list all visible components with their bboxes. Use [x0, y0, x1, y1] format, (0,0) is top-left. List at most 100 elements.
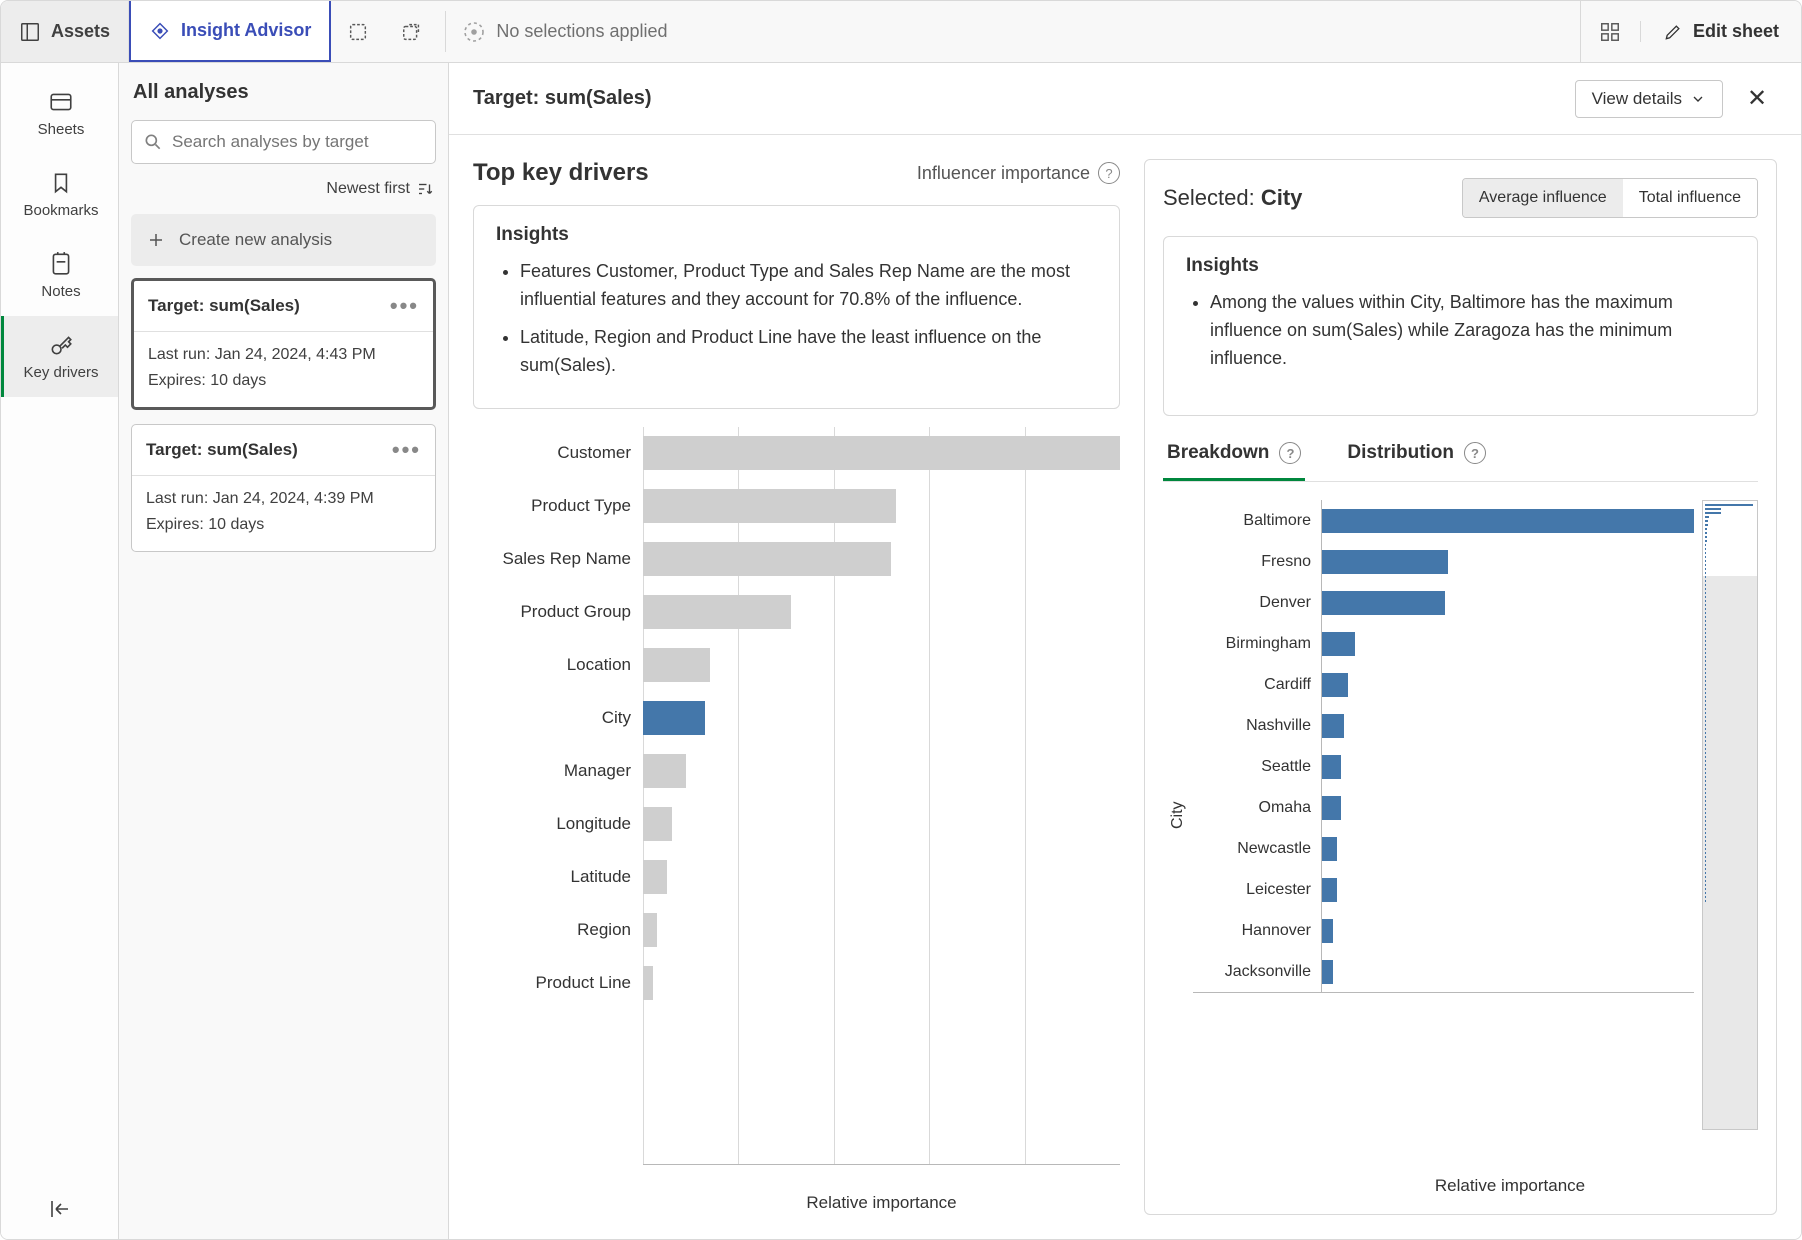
bar[interactable]	[643, 595, 791, 629]
bar-label: Baltimore	[1193, 512, 1321, 530]
bar-label: Leicester	[1193, 881, 1321, 899]
rail-keydrivers-label: Key drivers	[23, 364, 98, 381]
rail-notes[interactable]: Notes	[1, 235, 118, 316]
bar[interactable]	[643, 701, 705, 735]
tab-breakdown[interactable]: Breakdown ?	[1163, 434, 1305, 481]
rail-bookmarks[interactable]: Bookmarks	[1, 154, 118, 235]
bd-ylabel: City	[1163, 500, 1193, 1130]
card-title: Target: sum(Sales)	[148, 296, 300, 316]
key-drivers-chart[interactable]: Customer Product Type Sales Rep Name Produc…	[473, 427, 1120, 1215]
influence-toggle[interactable]: Average influence Total influence	[1462, 178, 1758, 218]
influencer-importance-label: Influencer importance ?	[917, 162, 1120, 184]
insight-item: Among the values within City, Baltimore …	[1210, 289, 1735, 373]
bar-label: Product Line	[473, 973, 643, 993]
sort-icon	[416, 180, 434, 198]
analysis-card[interactable]: Target: sum(Sales) ••• Last run: Jan 24, 2…	[131, 278, 436, 410]
bar-label: Longitude	[473, 814, 643, 834]
bar-label: Denver	[1193, 594, 1321, 612]
card-menu-icon[interactable]: •••	[392, 437, 421, 463]
bar[interactable]	[643, 754, 686, 788]
bar[interactable]	[643, 436, 1120, 470]
bar[interactable]	[1322, 714, 1344, 738]
panel-title: All analyses	[131, 77, 436, 108]
no-selections-label: No selections applied	[452, 1, 667, 62]
chevron-down-icon	[1690, 91, 1706, 107]
insights-title-left: Insights	[496, 224, 1097, 246]
help-icon[interactable]: ?	[1098, 162, 1120, 184]
bar-label: Customer	[473, 443, 643, 463]
bar[interactable]	[1322, 878, 1337, 902]
toggle-total[interactable]: Total influence	[1623, 179, 1757, 217]
bar[interactable]	[643, 489, 896, 523]
card-lastrun: Last run: Jan 24, 2024, 4:39 PM	[146, 486, 421, 512]
rail-bookmarks-label: Bookmarks	[23, 202, 98, 219]
bar[interactable]	[643, 913, 657, 947]
plus-icon	[147, 231, 165, 249]
bar[interactable]	[643, 648, 710, 682]
card-lastrun: Last run: Jan 24, 2024, 4:43 PM	[148, 342, 419, 368]
bar-label: Product Group	[473, 602, 643, 622]
tab-distribution[interactable]: Distribution ?	[1343, 434, 1490, 481]
bar-label: Location	[473, 655, 643, 675]
bar-label: Manager	[473, 761, 643, 781]
bar-label: Birmingham	[1193, 635, 1321, 653]
bar[interactable]	[1322, 509, 1694, 533]
sort-control[interactable]: Newest first	[131, 176, 436, 202]
insight-item: Features Customer, Product Type and Sale…	[520, 258, 1097, 314]
analyses-panel: All analyses Newest first Create new ana…	[119, 63, 449, 1239]
bar-label: Product Type	[473, 496, 643, 516]
insight-advisor-button[interactable]: Insight Advisor	[129, 1, 331, 62]
card-expires: Expires: 10 days	[146, 512, 421, 538]
bar-label: City	[473, 708, 643, 728]
view-details-button[interactable]: View details	[1575, 80, 1723, 118]
analysis-card[interactable]: Target: sum(Sales) ••• Last run: Jan 24, 2…	[131, 424, 436, 552]
search-input[interactable]	[131, 120, 436, 164]
bar[interactable]	[643, 860, 667, 894]
bar[interactable]	[1322, 755, 1341, 779]
rail-notes-label: Notes	[41, 283, 80, 300]
left-rail: Sheets Bookmarks Notes Key drivers	[1, 63, 119, 1239]
card-expires: Expires: 10 days	[148, 368, 419, 394]
assets-button[interactable]: Assets	[1, 1, 129, 62]
bar-label: Nashville	[1193, 717, 1321, 735]
bar[interactable]	[1322, 591, 1445, 615]
bar-label: Hannover	[1193, 922, 1321, 940]
bar[interactable]	[1322, 673, 1348, 697]
collapse-rail-icon[interactable]	[48, 1197, 72, 1221]
bar[interactable]	[1322, 919, 1333, 943]
help-icon[interactable]: ?	[1279, 442, 1301, 464]
bar[interactable]	[643, 966, 653, 1000]
assets-label: Assets	[51, 21, 110, 42]
bar-label: Sales Rep Name	[473, 549, 643, 569]
edit-sheet-button[interactable]: Edit sheet	[1640, 21, 1801, 42]
bar[interactable]	[1322, 960, 1333, 984]
rail-sheets[interactable]: Sheets	[1, 73, 118, 154]
bar-label: Newcastle	[1193, 840, 1321, 858]
selection-tool-1-icon[interactable]	[331, 1, 385, 62]
card-title: Target: sum(Sales)	[146, 440, 298, 460]
bar[interactable]	[1322, 550, 1448, 574]
rail-sheets-label: Sheets	[38, 121, 85, 138]
search-icon	[143, 132, 163, 152]
close-button[interactable]: ✕	[1737, 79, 1777, 119]
topbar: Assets Insight Advisor No selections app…	[1, 1, 1801, 63]
bar[interactable]	[1322, 837, 1337, 861]
bar[interactable]	[643, 542, 891, 576]
grid-icon[interactable]	[1580, 1, 1640, 62]
insight-item: Latitude, Region and Product Line have t…	[520, 324, 1097, 380]
minimap[interactable]	[1702, 500, 1758, 1130]
bar-label: Seattle	[1193, 758, 1321, 776]
bar[interactable]	[1322, 796, 1341, 820]
breakdown-chart[interactable]: City BaltimoreFresnoDenverBirminghamCard…	[1163, 500, 1758, 1130]
toggle-average[interactable]: Average influence	[1463, 179, 1623, 217]
bar-label: Fresno	[1193, 553, 1321, 571]
create-analysis-button[interactable]: Create new analysis	[131, 214, 436, 266]
selection-tool-2-icon[interactable]	[385, 1, 439, 62]
card-menu-icon[interactable]: •••	[390, 293, 419, 319]
bar[interactable]	[1322, 632, 1355, 656]
rail-key-drivers[interactable]: Key drivers	[1, 316, 118, 397]
key-drivers-title: Top key drivers	[473, 159, 649, 187]
help-icon[interactable]: ?	[1464, 442, 1486, 464]
bar-label: Jacksonville	[1193, 963, 1321, 981]
bar[interactable]	[643, 807, 672, 841]
